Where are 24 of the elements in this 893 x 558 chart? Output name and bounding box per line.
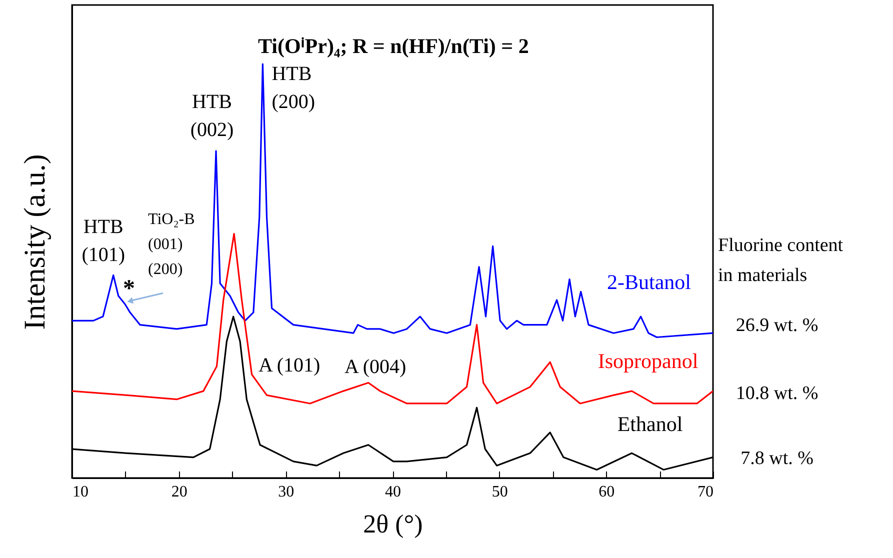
text: 26.9 wt. % xyxy=(736,315,818,336)
annotation: HTB (200) xyxy=(272,62,316,113)
text: Fluorine content in materials xyxy=(718,235,844,286)
annotation: * xyxy=(122,276,135,302)
text: 7.8 wt. % xyxy=(740,448,814,469)
chart-title: Ti(OⁱPr)₄; R = n(HF)/n(Ti) = 2 xyxy=(258,34,529,58)
series-label: Ethanol xyxy=(617,412,683,436)
annotation: TiO₂-B (001) (200) xyxy=(148,211,195,278)
x-tick-label: 70 xyxy=(698,484,714,500)
x-tick-label: 40 xyxy=(385,484,401,500)
annotation: A (004) xyxy=(344,356,406,378)
x-tick-label: 20 xyxy=(171,484,188,500)
x-tick-label: 50 xyxy=(492,484,508,500)
text: 10.8 wt. % xyxy=(736,383,818,404)
series-label: Isopropanol xyxy=(598,349,698,373)
annotation: HTB (002) xyxy=(190,90,234,141)
annotation: HTB (101) xyxy=(82,216,126,266)
x-tick-label: 10 xyxy=(72,484,88,500)
annotation: A (101) xyxy=(258,354,320,377)
series-label: 2-Butanol xyxy=(607,270,692,294)
x-tick-label: 60 xyxy=(598,484,615,500)
x-axis-title: 2θ (°) xyxy=(363,510,423,538)
y-axis-title: Intensity (a.u.) xyxy=(18,154,52,330)
x-tick-label: 30 xyxy=(278,484,294,500)
